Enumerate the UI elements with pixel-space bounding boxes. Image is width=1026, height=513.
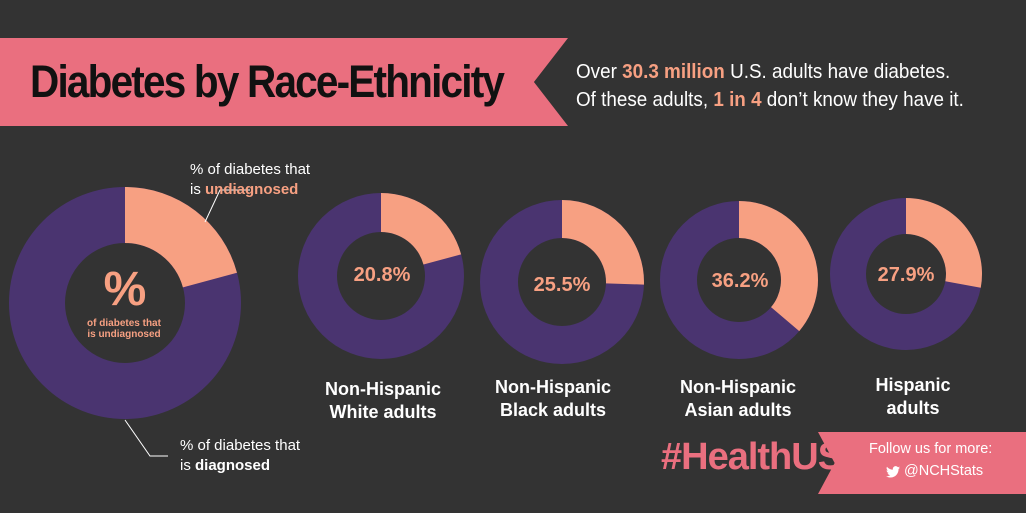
undiagnosed-callout-pre: is: [190, 181, 205, 198]
category-label-hispanic-line1: Hispanic: [875, 375, 951, 395]
legend-center-subtext-line1: of diabetes that: [87, 318, 161, 329]
hashtag[interactable]: #HealthUS: [661, 436, 843, 478]
intro-text: Over 30.3 million U.S. adults have diabe…: [576, 58, 985, 114]
value-label-hispanic: 27.9%: [877, 264, 935, 286]
value-label-white: 20.8%: [353, 264, 411, 286]
intro-line-1-pre: Over: [576, 60, 623, 83]
category-label-asian-line1: Non-Hispanic: [679, 377, 796, 397]
undiagnosed-leader-line: [204, 189, 250, 223]
category-label-white-line2: White adults: [329, 402, 437, 422]
total-adults-highlight: 30.3 million: [622, 60, 725, 83]
category-label-hispanic: Hispanic adults: [828, 374, 998, 420]
ratio-highlight: 1 in 4: [713, 88, 762, 111]
legend-center-subtext-line2: is undiagnosed: [87, 329, 161, 340]
category-label-black: Non-Hispanic Black adults: [468, 376, 638, 422]
category-label-asian: Non-Hispanic Asian adults: [653, 376, 823, 422]
intro-line-2: Of these adults, 1 in 4 don’t know they …: [576, 86, 985, 114]
donut-black-undiagnosed-slice: [562, 200, 644, 285]
diagnosed-callout-word: diagnosed: [195, 457, 271, 474]
category-label-white-line1: Non-Hispanic: [324, 379, 441, 399]
value-label-black: 25.5%: [533, 274, 591, 296]
category-label-asian-line2: Asian adults: [684, 400, 792, 420]
page-title: Diabetes by Race-Ethnicity: [30, 56, 505, 107]
donut-hispanic-undiagnosed-slice: [906, 198, 982, 288]
follow-text: Follow us for more:: [869, 441, 993, 457]
race-donuts: [298, 193, 982, 364]
category-label-hispanic-line2: adults: [886, 398, 940, 418]
category-label-black-line1: Non-Hispanic: [494, 377, 611, 397]
category-label-white: Non-Hispanic White adults: [298, 378, 468, 424]
follow-banner: [818, 432, 1026, 494]
legend-donut: [9, 187, 241, 419]
diagnosed-callout-pre: is: [180, 457, 195, 474]
undiagnosed-callout: % of diabetes that is undiagnosed: [190, 160, 310, 200]
legend-donut-undiagnosed-slice: [125, 187, 237, 288]
twitter-handle[interactable]: @NCHStats: [904, 463, 984, 479]
donut-asian-undiagnosed-slice: [739, 201, 819, 332]
intro-line-2-post: don’t know they have it.: [761, 88, 964, 111]
legend-center-percent: %: [103, 263, 147, 316]
title-banner: [0, 38, 568, 126]
diagnosed-callout-line1: % of diabetes that: [180, 437, 301, 454]
diagnosed-callout: % of diabetes that is diagnosed: [180, 436, 300, 476]
category-label-black-line2: Black adults: [499, 400, 607, 420]
diagnosed-leader-line: [124, 419, 168, 457]
value-label-asian: 36.2%: [711, 270, 769, 292]
undiagnosed-callout-word: undiagnosed: [205, 181, 299, 198]
diagnosed-callout-line2: is diagnosed: [180, 456, 300, 476]
donut-white-undiagnosed-slice: [381, 193, 462, 265]
intro-line-1-post: U.S. adults have diabetes.: [724, 60, 951, 83]
undiagnosed-callout-line1: % of diabetes that: [190, 161, 311, 178]
intro-line-1: Over 30.3 million U.S. adults have diabe…: [576, 58, 985, 86]
undiagnosed-callout-line2: is undiagnosed: [190, 180, 310, 200]
intro-line-2-pre: Of these adults,: [576, 88, 714, 111]
twitter-bird-icon: [886, 466, 900, 478]
legend-center-subtext: of diabetes that is undiagnosed: [74, 318, 174, 340]
